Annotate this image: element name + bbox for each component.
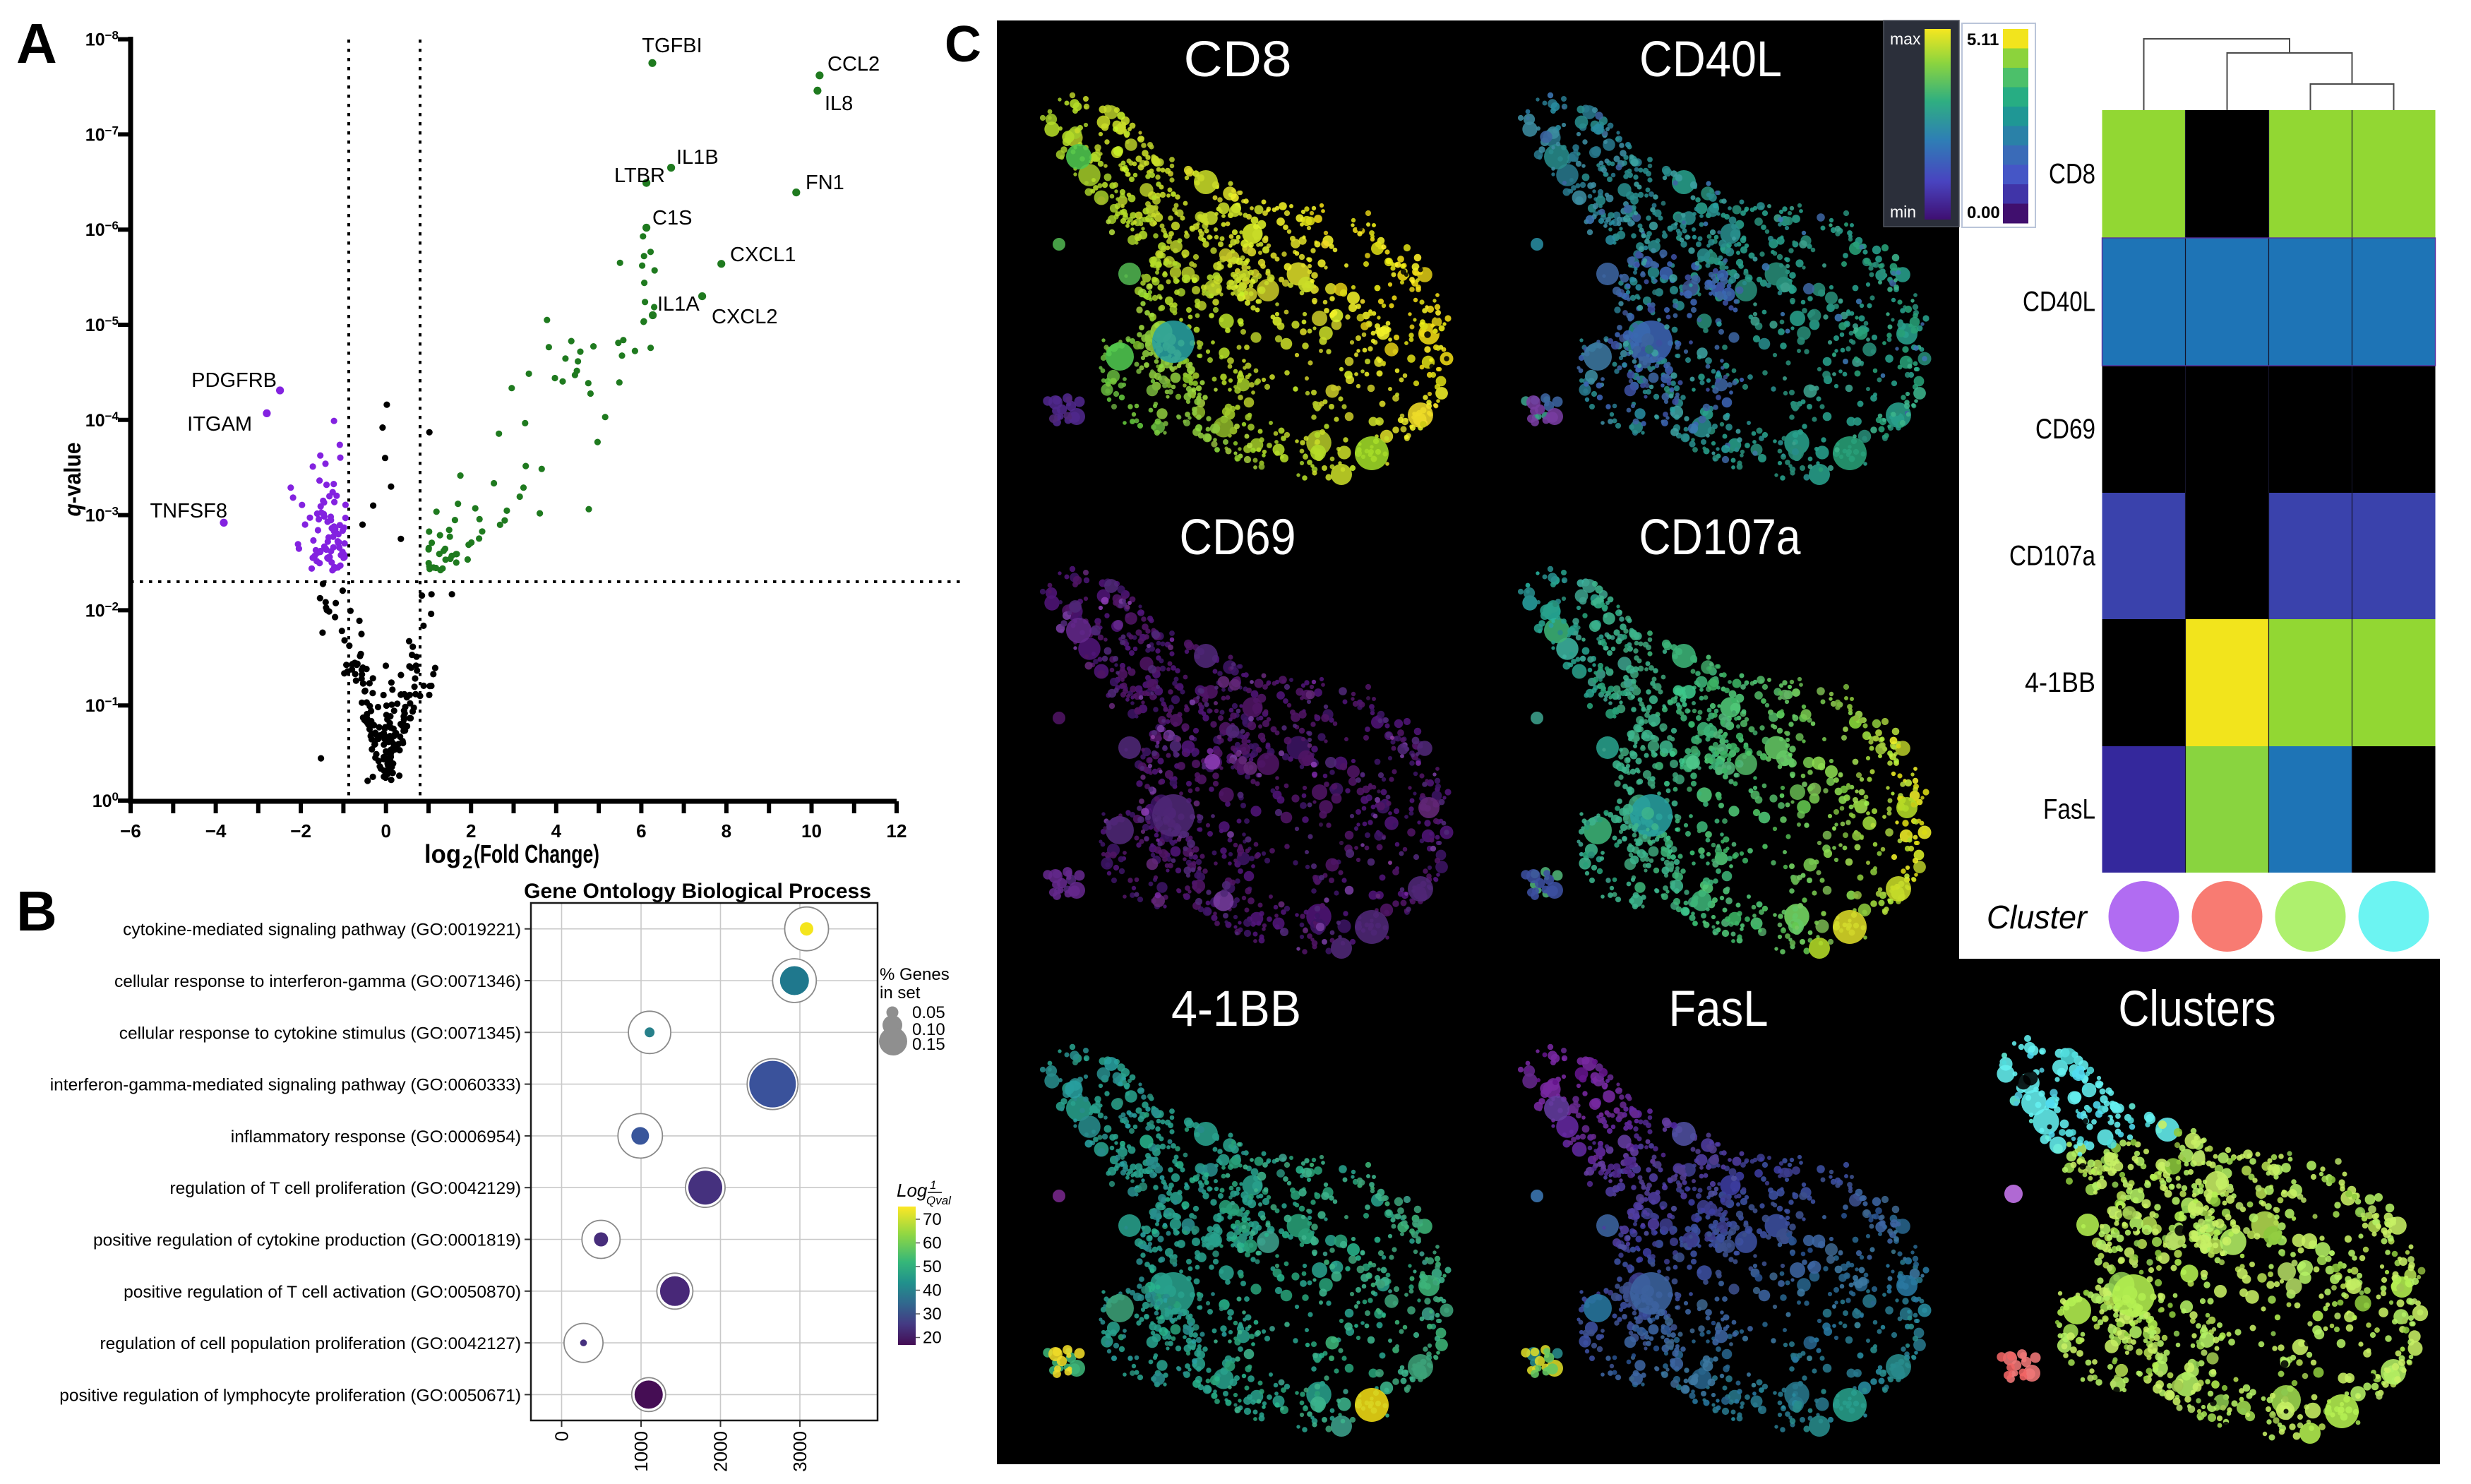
svg-text:q-value: q-value — [59, 443, 85, 517]
svg-text:FasL: FasL — [1669, 981, 1769, 1037]
svg-text:CD8: CD8 — [2049, 159, 2095, 190]
svg-text:positive regulation of lymphoc: positive regulation of lymphocyte prolif… — [59, 1386, 521, 1405]
svg-text:IL1B: IL1B — [676, 146, 719, 169]
svg-text:0.05: 0.05 — [912, 1003, 945, 1022]
svg-text:log: log — [424, 839, 461, 868]
svg-text:C1S: C1S — [652, 207, 692, 229]
svg-text:2: 2 — [462, 851, 472, 873]
svg-text:40: 40 — [923, 1281, 942, 1300]
svg-text:0.15: 0.15 — [912, 1035, 945, 1054]
svg-text:cytokine-mediated signaling pa: cytokine-mediated signaling pathway (GO:… — [123, 921, 521, 940]
svg-text:cellular response to cytokine: cellular response to cytokine stimulus (… — [119, 1024, 521, 1043]
svg-text:LTBR: LTBR — [614, 164, 665, 187]
svg-text:−2: −2 — [290, 820, 311, 842]
svg-text:10: 10 — [801, 820, 822, 842]
svg-text:1: 1 — [930, 1178, 936, 1192]
svg-text:30: 30 — [923, 1305, 942, 1324]
svg-text:min: min — [1890, 203, 1916, 221]
svg-text:in set: in set — [880, 983, 921, 1003]
svg-text:2: 2 — [466, 820, 476, 842]
svg-text:70: 70 — [923, 1210, 942, 1229]
svg-text:Gene Ontology Biological Proce: Gene Ontology Biological Process — [524, 880, 871, 903]
svg-text:0.00: 0.00 — [1967, 203, 2000, 222]
svg-text:CD8: CD8 — [1184, 32, 1292, 88]
svg-text:A: A — [16, 12, 57, 75]
svg-text:Qval: Qval — [926, 1194, 952, 1207]
svg-text:Log: Log — [897, 1180, 928, 1201]
svg-text:−6: −6 — [120, 820, 141, 842]
svg-text:4-1BB: 4-1BB — [1171, 981, 1301, 1037]
svg-text:interferon-gamma-mediated sign: interferon-gamma-mediated signaling path… — [50, 1076, 521, 1095]
svg-text:TGFBI: TGFBI — [642, 35, 702, 57]
svg-text:4-1BB: 4-1BB — [2025, 667, 2095, 698]
svg-text:CD107a: CD107a — [1639, 510, 1801, 566]
svg-text:CXCL2: CXCL2 — [712, 306, 778, 328]
svg-text:Cluster: Cluster — [1987, 899, 2088, 935]
svg-text:max: max — [1890, 30, 1921, 48]
svg-text:TNFSF8: TNFSF8 — [150, 500, 227, 522]
svg-text:CD107a: CD107a — [2009, 541, 2096, 572]
svg-text:0: 0 — [381, 820, 390, 842]
svg-text:2000: 2000 — [710, 1431, 731, 1472]
svg-text:5.11: 5.11 — [1967, 30, 1999, 49]
svg-text:FN1: FN1 — [806, 172, 844, 194]
svg-text:20: 20 — [923, 1329, 942, 1348]
svg-text:cellular response to interfero: cellular response to interferon-gamma (G… — [114, 972, 521, 991]
svg-text:0: 0 — [551, 1431, 573, 1441]
svg-text:6: 6 — [636, 820, 646, 842]
svg-text:PDGFRB: PDGFRB — [191, 369, 277, 392]
svg-text:0.10: 0.10 — [912, 1020, 945, 1039]
svg-text:FasL: FasL — [2043, 794, 2095, 825]
svg-text:CXCL1: CXCL1 — [730, 244, 796, 266]
svg-text:50: 50 — [923, 1257, 942, 1276]
svg-text:ITGAM: ITGAM — [187, 413, 252, 436]
svg-text:CD69: CD69 — [2035, 414, 2095, 445]
svg-text:% Genes: % Genes — [880, 965, 950, 984]
svg-text:inflammatory response (GO:0006: inflammatory response (GO:0006954) — [231, 1127, 521, 1147]
svg-text:3000: 3000 — [789, 1431, 810, 1472]
svg-text:CD40L: CD40L — [1639, 32, 1782, 88]
svg-text:CCL2: CCL2 — [827, 53, 880, 76]
svg-text:positive regulation of T cell: positive regulation of T cell activation… — [124, 1283, 521, 1302]
svg-text:IL1A: IL1A — [657, 293, 700, 316]
svg-text:positive regulation of cytokin: positive regulation of cytokine producti… — [93, 1231, 521, 1250]
svg-text:C: C — [945, 16, 981, 73]
svg-text:12: 12 — [887, 820, 907, 842]
svg-text:4: 4 — [551, 820, 562, 842]
svg-text:(Fold Change): (Fold Change) — [474, 839, 599, 868]
svg-text:CD40L: CD40L — [2023, 287, 2095, 318]
svg-text:CD69: CD69 — [1180, 510, 1296, 566]
svg-text:B: B — [16, 880, 57, 943]
svg-text:Clusters: Clusters — [2119, 981, 2276, 1037]
svg-text:−4: −4 — [205, 820, 227, 842]
svg-text:60: 60 — [923, 1234, 942, 1253]
svg-text:regulation of T cell prolifera: regulation of T cell proliferation (GO:0… — [169, 1179, 521, 1198]
svg-text:8: 8 — [722, 820, 731, 842]
svg-text:1000: 1000 — [630, 1431, 652, 1472]
svg-text:IL8: IL8 — [825, 92, 853, 115]
svg-text:regulation of cell population: regulation of cell population proliferat… — [100, 1334, 521, 1353]
